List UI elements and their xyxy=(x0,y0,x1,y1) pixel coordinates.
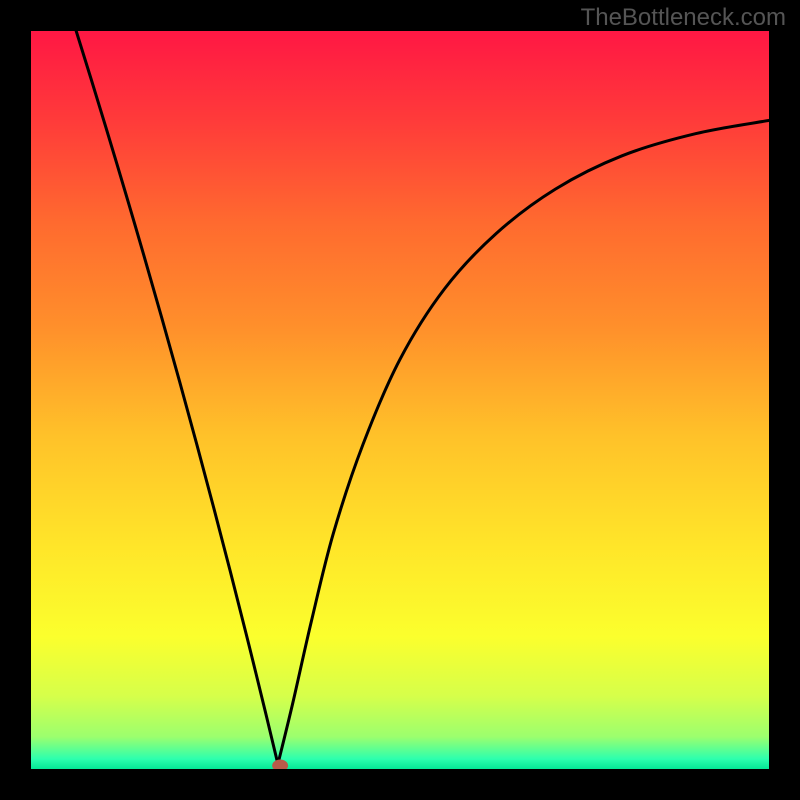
chart-root: TheBottleneck.com xyxy=(0,0,800,800)
plot-background xyxy=(30,30,770,770)
chart-svg xyxy=(0,0,800,800)
watermark-text: TheBottleneck.com xyxy=(581,4,786,32)
